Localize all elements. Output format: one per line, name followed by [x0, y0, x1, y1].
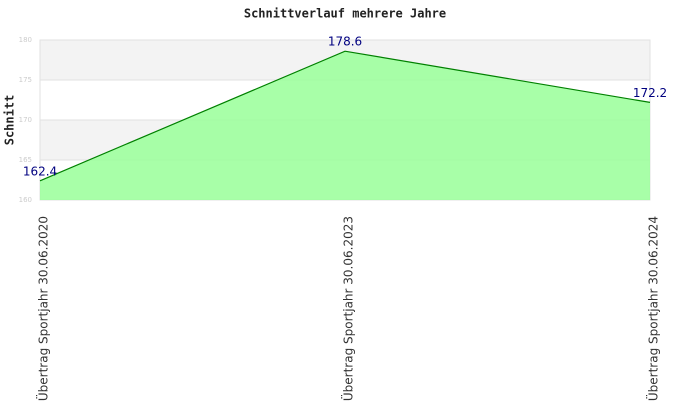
y-tick-label: 170 [19, 116, 32, 124]
line [39, 50, 651, 182]
y-tick-label: 165 [19, 156, 32, 164]
x-tick-label: Übertrag Sportjahr 30.06.2023 [340, 216, 356, 401]
y-tick-label: 175 [19, 76, 32, 84]
data-label: 162.4 [23, 164, 57, 178]
y-tick-label: 180 [19, 36, 32, 44]
x-tick-label: Übertrag Sportjahr 30.06.2024 [645, 216, 661, 401]
data-label: 178.6 [328, 35, 362, 49]
x-tick-label: Übertrag Sportjahr 30.06.2020 [35, 216, 51, 401]
chart-title: Schnittverlauf mehrere Jahre [244, 7, 446, 21]
y-tick-label: 160 [19, 196, 32, 204]
area [40, 51, 650, 201]
y-axis-label: Schnitt [3, 95, 17, 146]
data-label: 172.2 [633, 86, 667, 100]
